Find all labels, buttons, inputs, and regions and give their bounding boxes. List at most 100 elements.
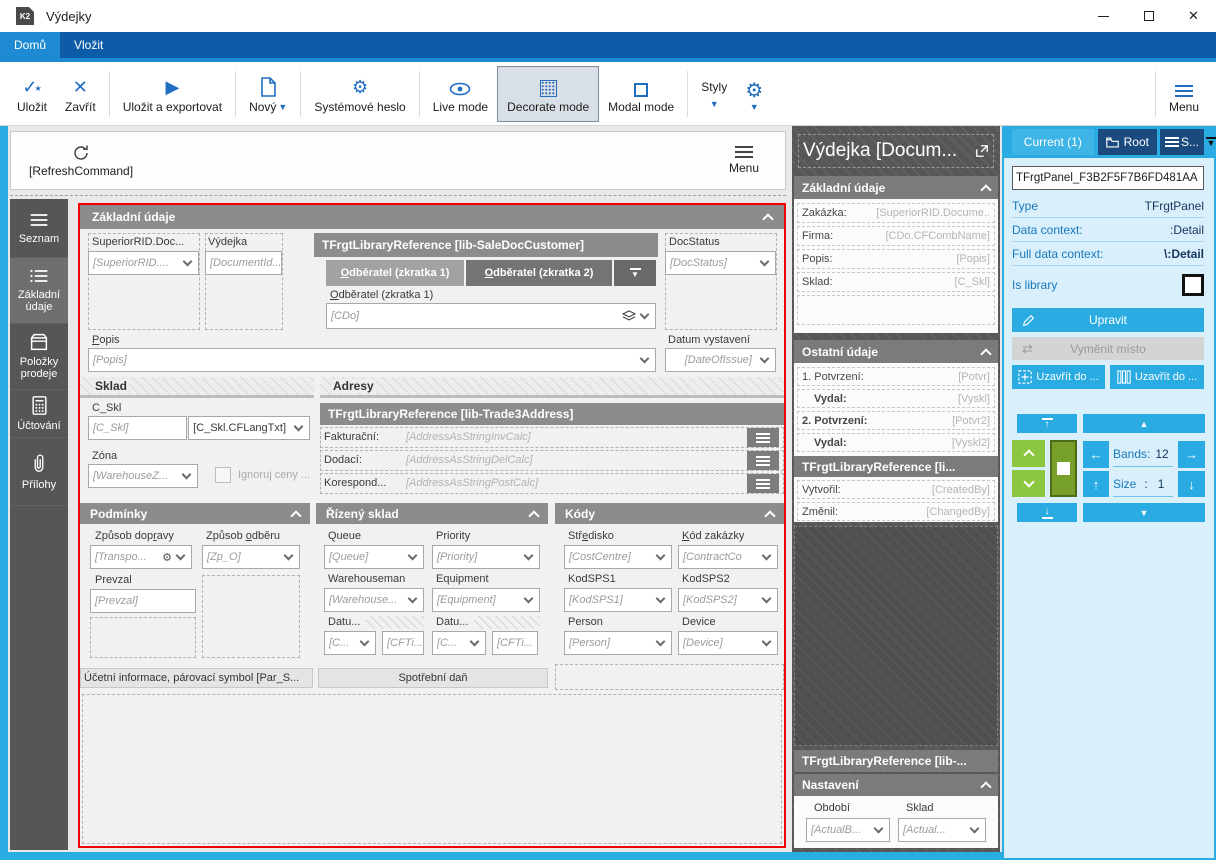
inspector-row[interactable]: 2. Potvrzení: [Potvr2] xyxy=(797,411,995,430)
documentid-input[interactable]: [DocumentId... xyxy=(205,251,282,275)
styles-button[interactable]: Styly ▼ xyxy=(701,80,728,109)
move-to-top-button[interactable]: ↑ xyxy=(1017,414,1077,433)
date1-combobox[interactable]: [C... xyxy=(324,631,376,655)
size-decrease-button[interactable]: ↓ xyxy=(1178,471,1205,497)
library-reference-address-header[interactable]: TFrgtLibraryReference [lib-Trade3Address… xyxy=(320,403,784,425)
sidebar-item-prilohy[interactable]: Přílohy xyxy=(10,438,68,506)
tab-overflow-button[interactable]: ▼ xyxy=(1206,137,1216,148)
system-password-button[interactable]: ⚙ Systémové heslo xyxy=(305,66,414,122)
ignore-prices-checkbox[interactable] xyxy=(215,467,231,483)
close-form-button[interactable]: ✕ Zavřít xyxy=(56,66,105,122)
library-reference-customer-header[interactable]: TFrgtLibraryReference [lib-SaleDocCustom… xyxy=(314,233,658,257)
collapse-icon[interactable] xyxy=(290,509,302,522)
close-button[interactable]: ✕ xyxy=(1171,0,1216,32)
docstatus-combobox[interactable]: [DocStatus] xyxy=(665,251,776,275)
open-external-icon[interactable] xyxy=(975,144,989,158)
collapse-icon[interactable] xyxy=(980,781,992,793)
date2-combobox[interactable]: [C... xyxy=(432,631,486,655)
menu-button[interactable]: Menu xyxy=(1160,66,1208,122)
uzavrit-do-button-1[interactable]: Uzavřít do ... xyxy=(1012,365,1105,389)
section-kody-header[interactable]: Kódy xyxy=(555,503,784,524)
inspector-row[interactable]: Zakázka: [SuperiorRID.Docume.. xyxy=(797,203,995,223)
band-down-button[interactable] xyxy=(1012,470,1045,497)
subsection-sklad-header[interactable]: Sklad xyxy=(80,377,314,398)
inspector-section-zakladni-header[interactable]: Základní údaje xyxy=(794,176,998,199)
queue-combobox[interactable]: [Queue] xyxy=(324,545,424,569)
minimize-button[interactable] xyxy=(1081,0,1126,32)
inspector-library-bar[interactable]: TFrgtLibraryReference [li... xyxy=(794,456,998,477)
cskl-langtext-combobox[interactable]: [C_Skl.CFLangTxt] xyxy=(188,416,310,440)
section-rizeny-sklad-header[interactable]: Řízený sklad xyxy=(316,503,548,524)
cdo-combobox[interactable]: [CDo] xyxy=(326,303,656,329)
zona-combobox[interactable]: [WarehouseZ... xyxy=(88,464,198,488)
collapse-icon[interactable] xyxy=(764,509,776,522)
inspector-title-block[interactable]: Výdejka [Docum... xyxy=(798,134,994,168)
inspector-row[interactable]: Vytvořil: [CreatedBy] xyxy=(797,480,995,499)
kod-zakazky-combobox[interactable]: [ContractCo xyxy=(678,545,778,569)
move-down-button[interactable]: ▼ xyxy=(1083,503,1205,522)
modal-mode-button[interactable]: Modal mode xyxy=(599,66,683,122)
collapse-icon[interactable] xyxy=(980,183,992,196)
move-to-bottom-button[interactable]: ↓ xyxy=(1017,503,1077,522)
cskl-input[interactable]: [C_Skl] xyxy=(88,416,187,440)
tab-domu[interactable]: Domů xyxy=(0,32,61,58)
bands-field[interactable]: Bands: 12 xyxy=(1113,441,1173,467)
band-up-button[interactable] xyxy=(1012,440,1045,467)
size-increase-button[interactable]: ↑ xyxy=(1083,471,1109,497)
kodsps2-combobox[interactable]: [KodSPS2] xyxy=(678,588,778,612)
tab-root[interactable]: Root xyxy=(1097,129,1157,155)
doprava-combobox[interactable]: [Transpo... ⚙ xyxy=(90,545,192,569)
bands-increase-button[interactable]: → xyxy=(1178,441,1205,468)
new-button[interactable]: Nový ▼ xyxy=(240,66,296,122)
bands-decrease-button[interactable]: ← xyxy=(1083,441,1109,468)
superiorrid-combobox[interactable]: [SuperiorRID.... xyxy=(88,251,199,275)
uzavrit-do-button-2[interactable]: Uzavřít do ... xyxy=(1110,365,1204,389)
ucetni-informace-bar[interactable]: Účetní informace, párovací symbol [Par_S… xyxy=(80,668,313,688)
inspector-library2-bar[interactable]: TFrgtLibraryReference [lib-... xyxy=(794,750,998,772)
secondary-menu-button[interactable]: Menu xyxy=(729,146,759,175)
warehouseman-combobox[interactable]: [Warehouse... xyxy=(324,588,424,612)
is-library-checkbox[interactable] xyxy=(1182,274,1204,296)
kodsps1-combobox[interactable]: [KodSPS1] xyxy=(564,588,672,612)
time2-input[interactable]: [CFTi... xyxy=(492,631,538,655)
inspector-row[interactable]: Vydal: [Vyskl2] xyxy=(797,433,995,452)
inspector-row[interactable]: Sklad: [C_Skl] xyxy=(797,272,995,292)
subsection-adresy-header[interactable]: Adresy xyxy=(320,377,784,398)
tab-vlozit[interactable]: Vložit xyxy=(74,38,104,52)
obdobi-combobox[interactable]: [ActualB... xyxy=(806,818,890,842)
size-field[interactable]: Size:1 xyxy=(1113,471,1173,497)
inspector-row[interactable]: 1. Potvrzení: [Potvr] xyxy=(797,367,995,386)
section-podminky-header[interactable]: Podmínky xyxy=(80,503,310,524)
device-combobox[interactable]: [Device] xyxy=(678,631,778,655)
refresh-command-button[interactable]: [RefreshCommand] xyxy=(29,144,133,178)
inspector-section-ostatni-header[interactable]: Ostatní údaje xyxy=(794,340,998,363)
time1-input[interactable]: [CFTi... xyxy=(382,631,424,655)
band-position-slider[interactable] xyxy=(1050,440,1077,497)
slider-handle[interactable] xyxy=(1057,462,1070,475)
dateofissue-combobox[interactable]: [DateOfIssue] xyxy=(665,348,776,372)
priority-combobox[interactable]: [Priority] xyxy=(432,545,540,569)
tab-overflow-button[interactable]: ▼ xyxy=(614,260,656,286)
inspector-section-nastaveni-header[interactable]: Nastavení xyxy=(794,774,998,796)
vymenit-misto-button[interactable]: ⇄ Vyměnit místo xyxy=(1012,337,1204,360)
popis-combobox[interactable]: [Popis] xyxy=(88,348,656,372)
sidebar-item-seznam[interactable]: Seznam xyxy=(10,199,68,258)
maximize-button[interactable] xyxy=(1126,0,1171,32)
settings-button[interactable]: ⚙ ▼ xyxy=(736,66,772,122)
prevzal-input[interactable]: [Prevzal] xyxy=(90,589,196,613)
equipment-combobox[interactable]: [Equipment] xyxy=(432,588,540,612)
nastaveni-sklad-combobox[interactable]: [Actual... xyxy=(898,818,986,842)
address-menu-button[interactable] xyxy=(747,474,779,493)
inspector-row[interactable]: Popis: [Popis] xyxy=(797,249,995,269)
collapse-icon[interactable] xyxy=(762,213,774,225)
spotrebni-dan-bar[interactable]: Spotřební daň xyxy=(318,668,548,688)
collapse-icon[interactable] xyxy=(980,347,992,360)
save-button[interactable]: ✓ ★ Uložit xyxy=(8,66,56,122)
person-combobox[interactable]: [Person] xyxy=(564,631,672,655)
live-mode-button[interactable]: Live mode xyxy=(424,66,497,122)
sidebar-item-polozky-prodeje[interactable]: Položky prodeje xyxy=(10,324,68,390)
sidebar-item-uctovani[interactable]: Účtování xyxy=(10,390,68,438)
upravit-button[interactable]: Upravit xyxy=(1012,308,1204,332)
